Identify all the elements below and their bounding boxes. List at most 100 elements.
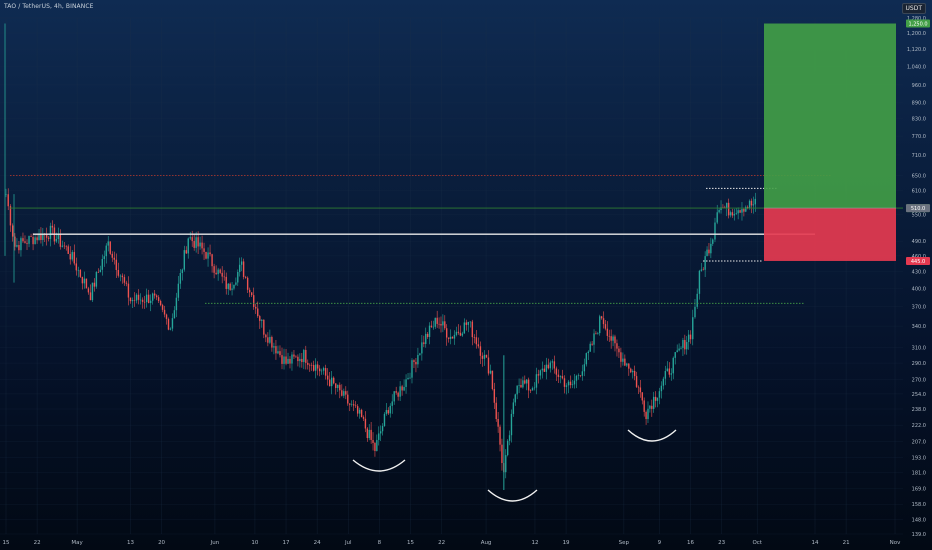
candle-body	[129, 297, 132, 302]
candle-body	[535, 374, 538, 388]
candle-body	[510, 413, 513, 436]
candle-body	[716, 212, 718, 223]
time-axis-tick: 10	[251, 540, 258, 546]
candle-body	[203, 248, 205, 252]
currency-button[interactable]: USDT	[901, 3, 926, 14]
price-axis-tick: 139.0	[912, 532, 926, 538]
candle-body	[733, 213, 736, 216]
candle-body	[107, 241, 109, 246]
candle-body	[149, 300, 152, 303]
time-axis-tick: Sep	[619, 540, 630, 546]
candle-body	[103, 256, 105, 260]
candle-body	[477, 344, 480, 347]
candle-body	[684, 340, 686, 350]
candle-body	[680, 347, 682, 349]
candle-body	[265, 334, 267, 338]
candle-body	[610, 336, 612, 341]
candle-body	[326, 375, 329, 380]
candle-body	[585, 353, 588, 365]
candle-body	[301, 358, 303, 363]
candle-body	[620, 352, 622, 362]
candle-body	[155, 295, 158, 298]
candle-body	[537, 374, 540, 376]
candle-body	[85, 278, 88, 289]
candle-body	[413, 360, 415, 362]
candle-body	[316, 364, 319, 369]
price-axis-tick: 830.0	[912, 117, 926, 123]
candle-body	[647, 408, 649, 420]
candle-body	[151, 293, 154, 301]
candle-body	[571, 384, 574, 386]
candle-body	[735, 213, 737, 214]
candle-body	[209, 252, 211, 255]
candle-body	[706, 249, 708, 257]
candle-body	[666, 368, 669, 372]
candle-body	[167, 318, 170, 330]
candle-body	[497, 419, 499, 427]
candle-body	[451, 336, 454, 339]
candle-body	[165, 314, 168, 319]
candle-body	[409, 377, 411, 379]
candle-body	[539, 370, 542, 376]
candle-body	[81, 276, 84, 284]
candles	[5, 188, 757, 479]
candle-body	[662, 378, 665, 386]
candle-body	[724, 207, 726, 208]
candle-body	[177, 283, 180, 298]
candle-body	[38, 233, 40, 241]
candle-body	[489, 370, 492, 374]
candle-body	[407, 377, 409, 380]
candle-body	[217, 269, 219, 275]
candle-body	[614, 336, 616, 344]
candle-body	[191, 237, 193, 242]
candle-body	[291, 354, 293, 364]
candle-body	[343, 391, 345, 396]
candle-body	[125, 282, 128, 284]
candle-body	[105, 245, 107, 257]
candle-body	[36, 237, 38, 241]
candle-body	[42, 233, 44, 240]
candle-body	[461, 333, 464, 336]
candle-body	[425, 333, 427, 344]
candle-body	[339, 384, 341, 391]
candle-body	[147, 294, 150, 303]
candle-body	[628, 363, 630, 369]
candle-body	[374, 442, 376, 451]
candle-body	[714, 222, 716, 240]
candle-body	[516, 385, 518, 395]
candle-body	[281, 355, 283, 364]
candle-body	[401, 386, 403, 391]
candle-body	[77, 269, 80, 271]
candle-body	[385, 410, 388, 414]
candle-body	[69, 253, 71, 260]
candle-body	[101, 259, 104, 270]
candle-body	[351, 404, 353, 405]
candle-body	[289, 358, 291, 364]
candle-body	[87, 288, 90, 293]
price-axis-tick: 1,040.0	[907, 64, 926, 70]
time-axis-tick: 23	[718, 540, 725, 546]
candle-body	[531, 388, 534, 391]
candle-body	[219, 269, 221, 273]
candle-body	[11, 225, 14, 237]
candle-body	[512, 402, 515, 414]
price-axis-tick: 430.0	[912, 270, 926, 276]
price-axis-tick: 460.0	[912, 254, 926, 260]
candle-body	[442, 321, 444, 326]
candle-body	[307, 362, 309, 365]
price-axis-tick: 960.0	[912, 83, 926, 89]
price-axis-tick: 207.0	[912, 439, 926, 445]
candle-body	[692, 317, 694, 340]
time-axis-tick: 13	[127, 540, 134, 546]
candle-body	[656, 397, 659, 401]
candle-body	[745, 206, 747, 212]
candle-body	[109, 241, 111, 254]
price-axis-tick: 310.0	[912, 346, 926, 352]
candle-body	[71, 252, 73, 260]
candle-body	[195, 237, 197, 248]
candle-body	[99, 269, 102, 273]
candle-body	[347, 394, 349, 404]
candle-body	[227, 283, 229, 289]
